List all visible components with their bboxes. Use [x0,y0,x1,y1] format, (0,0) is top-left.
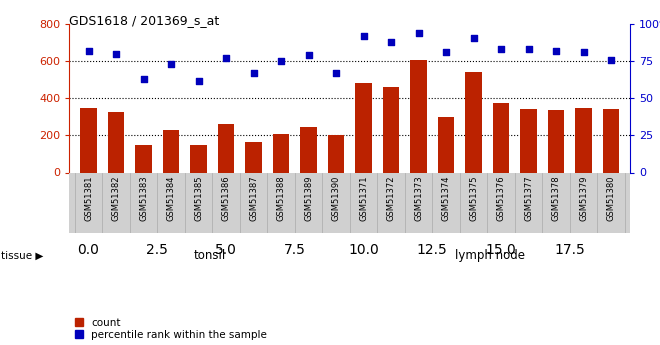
Point [331,70,341,76]
Bar [411,60,427,172]
Text: GSM51380: GSM51380 [607,176,616,221]
Bar [108,112,124,172]
Bar [548,110,564,172]
Point [413,30,424,36]
Text: GSM51389: GSM51389 [304,176,313,221]
Text: GSM51390: GSM51390 [331,176,341,221]
Text: GSM51383: GSM51383 [139,176,148,221]
Bar [246,142,262,172]
Point [166,61,176,67]
Point [111,51,121,57]
Point [386,39,397,45]
Point [551,48,562,53]
Point [523,47,534,52]
Text: GSM51379: GSM51379 [579,176,588,221]
Text: tissue ▶: tissue ▶ [1,250,44,260]
Text: GSM51382: GSM51382 [112,176,121,221]
Bar [190,145,207,172]
Bar [81,108,97,172]
Text: GSM51381: GSM51381 [84,176,93,221]
Text: GDS1618 / 201369_s_at: GDS1618 / 201369_s_at [69,14,220,27]
Legend: count, percentile rank within the sample: count, percentile rank within the sample [75,318,267,340]
Text: GSM51371: GSM51371 [359,176,368,221]
Bar [355,83,372,172]
Bar [465,72,482,172]
Text: GSM51374: GSM51374 [442,176,451,221]
Text: GSM51373: GSM51373 [414,176,423,221]
Bar [163,130,180,172]
Text: GSM51387: GSM51387 [249,176,258,221]
Text: lymph node: lymph node [455,249,525,262]
Text: GSM51376: GSM51376 [496,176,506,221]
Point [248,70,259,76]
Text: GSM51384: GSM51384 [166,176,176,221]
Bar [603,109,619,172]
Point [193,78,204,83]
Bar [493,103,510,172]
Text: GSM51375: GSM51375 [469,176,478,221]
Text: GSM51378: GSM51378 [552,176,560,221]
Point [469,35,479,40]
Text: GSM51372: GSM51372 [387,176,395,221]
Point [578,50,589,55]
Bar [273,134,289,172]
Point [304,52,314,58]
Bar [520,109,537,172]
Point [276,58,286,64]
Point [83,48,94,53]
Bar [383,87,399,172]
Bar [328,135,345,172]
Bar [135,145,152,172]
Text: GSM51388: GSM51388 [277,176,286,221]
Bar [438,117,454,172]
Bar [218,124,234,172]
Point [358,33,369,39]
Bar [300,127,317,172]
Point [496,47,506,52]
Text: tonsil: tonsil [193,249,226,262]
Text: GSM51377: GSM51377 [524,176,533,221]
Text: GSM51386: GSM51386 [222,176,230,221]
Point [139,76,149,82]
Bar [576,108,592,172]
Point [441,50,451,55]
Point [220,56,232,61]
Point [606,57,616,62]
Text: GSM51385: GSM51385 [194,176,203,221]
